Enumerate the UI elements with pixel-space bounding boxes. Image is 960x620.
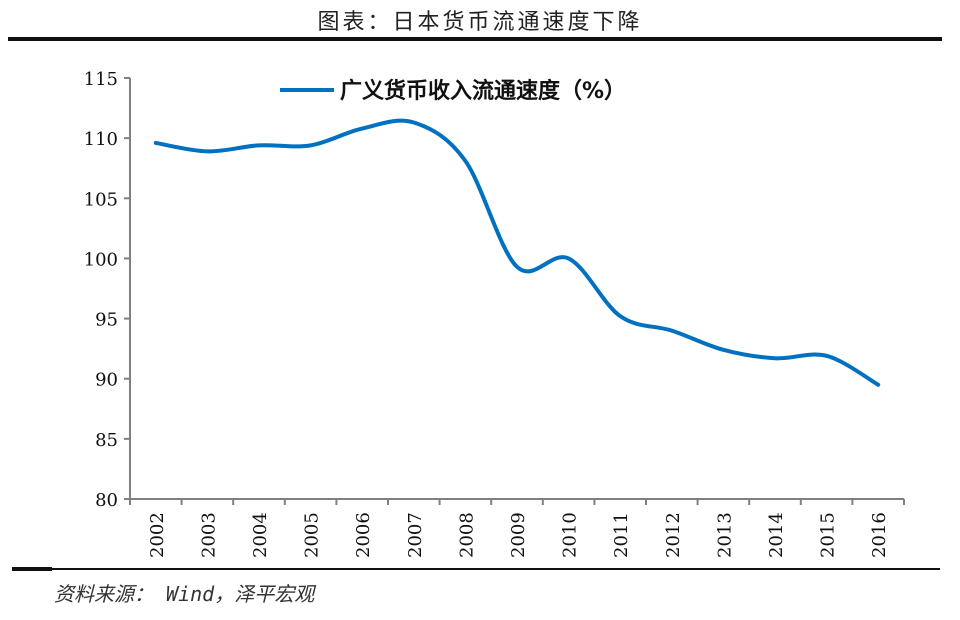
y-tick-label: 80 xyxy=(95,490,118,511)
legend: 广义货币收入流通速度（%） xyxy=(280,78,626,104)
x-tick-label: 2009 xyxy=(508,512,529,558)
x-tick-label: 2008 xyxy=(456,512,477,558)
y-tick-label: 85 xyxy=(95,430,118,451)
chart-title: 图表：日本货币流通速度下降 xyxy=(317,10,643,35)
y-tick-label: 90 xyxy=(95,370,118,391)
legend-label: 广义货币收入流通速度（%） xyxy=(340,78,626,104)
y-tick-label: 100 xyxy=(84,249,118,270)
x-tick-label: 2003 xyxy=(198,512,219,558)
x-tick-label: 2006 xyxy=(353,512,374,558)
x-tick-label: 2014 xyxy=(766,512,787,558)
x-tick-label: 2012 xyxy=(663,512,684,558)
x-tick-label: 2002 xyxy=(147,512,168,558)
x-tick-label: 2004 xyxy=(250,512,271,558)
y-axis: 80 85 90 95 100 105 110 115 xyxy=(84,69,131,511)
x-tick-label: 2010 xyxy=(560,512,581,558)
source-note: 资料来源： Wind，泽平宏观 xyxy=(54,582,315,606)
x-tick-label: 2011 xyxy=(611,512,632,558)
y-tick-label: 110 xyxy=(84,129,118,150)
series-path xyxy=(153,118,881,387)
x-axis: 2002 2003 2004 2005 2006 2007 2008 2009 2010 2011… xyxy=(129,498,905,558)
series-line xyxy=(153,118,881,387)
x-tick-label: 2016 xyxy=(869,512,890,558)
bottom-divider xyxy=(12,568,940,570)
y-tick-label: 105 xyxy=(84,189,118,210)
x-tick-label: 2013 xyxy=(714,512,735,558)
x-tick-label: 2005 xyxy=(302,512,323,558)
x-tick-label: 2015 xyxy=(818,512,839,558)
top-divider xyxy=(8,37,942,41)
y-tick-label: 95 xyxy=(95,310,118,331)
y-tick-label: 115 xyxy=(84,69,118,90)
x-tick-label: 2007 xyxy=(405,512,426,558)
